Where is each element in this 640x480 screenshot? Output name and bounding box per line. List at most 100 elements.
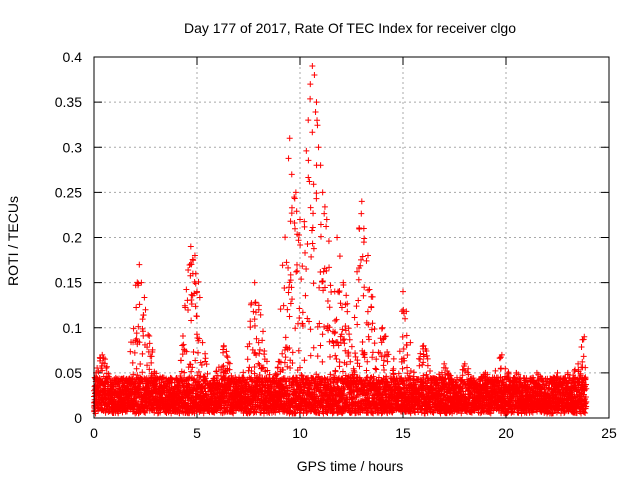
roti-point: [239, 374, 246, 381]
roti-point: [332, 368, 339, 375]
roti-point: [247, 318, 254, 325]
roti-point: [96, 375, 103, 382]
roti-point: [189, 364, 196, 371]
roti-point: [424, 362, 431, 369]
roti-point: [190, 349, 197, 356]
roti-point: [146, 333, 153, 340]
roti-point: [195, 368, 202, 375]
roti-point: [319, 358, 326, 365]
roti-point: [310, 280, 317, 287]
roti-point: [366, 286, 373, 293]
roti-point: [202, 350, 209, 357]
roti-point: [417, 350, 424, 357]
roti-point: [373, 356, 380, 363]
roti-point: [293, 261, 300, 268]
roti-point: [288, 204, 295, 211]
roti-point: [284, 363, 291, 370]
roti-point: [133, 304, 140, 311]
roti-point: [296, 305, 303, 312]
roti-point: [321, 203, 328, 210]
roti-point: [131, 349, 138, 356]
roti-point: [338, 304, 345, 311]
roti-point: [287, 300, 294, 307]
roti-point: [309, 224, 316, 231]
roti-point: [296, 315, 303, 322]
roti-point: [287, 218, 294, 225]
roti-point: [310, 344, 317, 351]
roti-point: [314, 353, 321, 360]
roti-point: [326, 304, 333, 311]
roti-point: [303, 147, 310, 154]
roti-point: [307, 326, 314, 333]
roti-point: [202, 375, 209, 382]
roti-point: [247, 324, 254, 331]
roti-point: [149, 346, 156, 353]
roti-point: [134, 372, 141, 379]
roti-point: [260, 364, 267, 371]
roti-point: [274, 371, 281, 378]
roti-point: [295, 347, 302, 354]
roti-point: [316, 320, 323, 327]
chart-title: Day 177 of 2017, Rate Of TEC Index for r…: [184, 20, 516, 36]
roti-point: [326, 338, 333, 345]
roti-point: [341, 386, 348, 393]
roti-point: [246, 364, 253, 371]
roti-point: [324, 298, 331, 305]
roti-point: [256, 346, 263, 353]
roti-point: [319, 278, 326, 285]
roti-point: [255, 360, 262, 367]
roti-point: [133, 365, 140, 372]
roti-point: [492, 367, 499, 374]
roti-point: [146, 340, 153, 347]
roti-point: [340, 337, 347, 344]
roti-point: [292, 325, 299, 332]
roti-point: [195, 349, 202, 356]
roti-point: [144, 362, 151, 369]
roti-point: [354, 321, 361, 328]
roti-point: [369, 354, 376, 361]
roti-point: [309, 129, 316, 136]
roti-point: [352, 353, 359, 360]
roti-point: [198, 361, 205, 368]
roti-point: [323, 267, 330, 274]
roti-point: [321, 284, 328, 291]
roti-point: [226, 366, 233, 373]
roti-point: [390, 355, 397, 362]
roti-point: [355, 297, 362, 304]
roti-point: [286, 345, 293, 352]
roti-point: [365, 321, 372, 328]
roti-point: [137, 361, 144, 368]
roti-point: [282, 334, 289, 341]
roti-point: [288, 210, 295, 217]
roti-point: [417, 356, 424, 363]
roti-point: [319, 331, 326, 338]
roti-point: [325, 238, 332, 245]
roti-point: [163, 383, 170, 390]
roti-point: [344, 300, 351, 307]
roti-point: [369, 349, 376, 356]
roti-point: [224, 354, 231, 361]
roti-point: [260, 328, 267, 335]
roti-point: [304, 241, 311, 248]
roti-point: [347, 358, 354, 365]
roti-point: [294, 267, 301, 274]
roti-point: [336, 253, 343, 260]
roti-point: [220, 346, 227, 353]
roti-point: [423, 352, 430, 359]
roti-point: [280, 302, 287, 309]
roti-point: [279, 262, 286, 269]
roti-point: [99, 367, 106, 374]
roti-point: [285, 289, 292, 296]
roti-point: [346, 336, 353, 343]
roti-point: [139, 350, 146, 357]
roti-point: [354, 268, 361, 275]
roti-point: [181, 369, 188, 376]
roti-point: [348, 343, 355, 350]
roti-point: [195, 278, 202, 285]
roti-point: [274, 364, 281, 371]
roti-point: [220, 362, 227, 369]
roti-point: [178, 357, 185, 364]
roti-point: [301, 357, 308, 364]
roti-point: [312, 108, 319, 115]
roti-point: [203, 361, 210, 368]
